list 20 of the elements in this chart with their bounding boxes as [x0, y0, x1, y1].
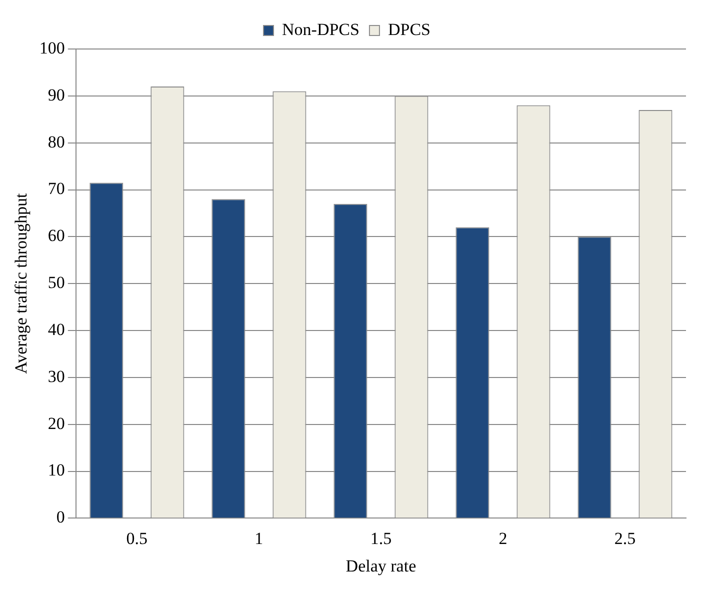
- x-tick-label: 1.5: [370, 528, 392, 548]
- y-tick-label: 30: [48, 366, 65, 386]
- y-tick-label: 60: [48, 226, 65, 246]
- y-tick-label: 50: [48, 273, 65, 292]
- x-tick-label: 0.5: [126, 528, 148, 548]
- x-tick-label: 2: [498, 528, 508, 548]
- y-axis-title: Average traffic throughput: [12, 193, 31, 374]
- y-tick-label: 0: [56, 508, 65, 527]
- y-tick-label: 70: [48, 179, 65, 198]
- legend-label: DPCS: [388, 20, 430, 39]
- x-axis-title: Delay rate: [346, 556, 416, 576]
- y-tick-label: 40: [48, 320, 65, 339]
- x-tick-label: 1: [254, 528, 264, 548]
- y-tick-label: 10: [48, 460, 65, 480]
- y-tick-label: 20: [48, 414, 65, 433]
- y-tick-label: 100: [39, 38, 65, 58]
- y-tick-label: 90: [48, 85, 65, 104]
- legend-label: Non-DPCS: [282, 20, 360, 39]
- y-tick-label: 80: [48, 132, 65, 152]
- x-tick-label: 2.5: [614, 528, 636, 548]
